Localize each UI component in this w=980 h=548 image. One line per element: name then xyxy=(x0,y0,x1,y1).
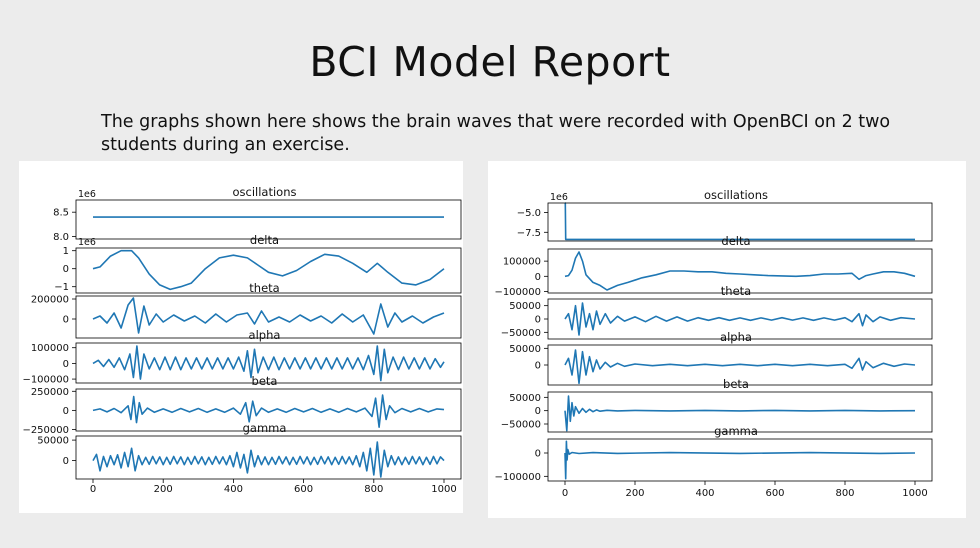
left-gamma-axes-frame xyxy=(75,435,462,480)
left-theta-series-line xyxy=(92,297,445,335)
left-theta-subplot-title: theta xyxy=(249,281,279,295)
right-beta-ytick-label: 0 xyxy=(535,406,541,417)
left-alpha-ytick-label: −100000 xyxy=(22,375,69,386)
right-theta-ytick-label: 0 xyxy=(535,315,541,326)
left-oscillations-ytick-label: 8.0 xyxy=(53,232,69,243)
right-beta-ytick-label: 50000 xyxy=(509,393,541,404)
left-beta-subplot-title: beta xyxy=(252,374,278,388)
left-gamma-ytick-label: 0 xyxy=(63,456,69,467)
right-beta-subplot-title: beta xyxy=(723,377,749,391)
figure-right: oscillations 1e6 −5.0 −7.5 delta 100000 0 −1000… xyxy=(488,161,966,518)
left-delta-subplot-title: delta xyxy=(250,233,279,247)
right-theta-series-line xyxy=(564,302,916,336)
right-oscillations-axes-frame xyxy=(547,202,933,242)
right-delta-ytick-label: −100000 xyxy=(494,287,541,298)
right-oscillations-ytick-label: −5.0 xyxy=(517,208,541,219)
right-delta-axes-frame xyxy=(547,248,933,294)
left-beta-ytick-label: 0 xyxy=(63,406,69,417)
left-delta-offset-label: 1e6 xyxy=(78,237,96,248)
left-delta-axes-frame xyxy=(75,247,462,294)
right-xtick-label: 200 xyxy=(625,488,644,499)
right-theta-subplot-title: theta xyxy=(721,284,751,298)
chart-right: oscillations1e6−5.0−7.5delta1000000−1000… xyxy=(494,188,933,499)
right-xtick-label: 1000 xyxy=(902,488,927,499)
left-alpha-series-line xyxy=(92,345,445,382)
right-gamma-ytick-label: 0 xyxy=(535,449,541,460)
slide-body-text: The graphs shown here shows the brain wa… xyxy=(101,112,891,155)
left-oscillations-subplot-title: oscillations xyxy=(232,185,296,199)
left-xtick-label: 400 xyxy=(224,484,243,495)
left-theta-axes-frame xyxy=(75,295,462,339)
right-oscillations-subplot-title: oscillations xyxy=(704,188,768,202)
right-theta-ytick-label: 50000 xyxy=(509,301,541,312)
right-alpha-series-line xyxy=(564,349,916,385)
left-beta-ytick-label: 250000 xyxy=(31,387,69,398)
left-alpha-ytick-label: 100000 xyxy=(31,343,69,354)
left-xtick-label: 1000 xyxy=(431,484,456,495)
right-beta-axes-frame xyxy=(547,391,933,433)
right-xtick-label: 0 xyxy=(562,488,568,499)
slide-title: BCI Model Report xyxy=(309,38,671,86)
left-beta-ytick-label: −250000 xyxy=(22,425,69,436)
right-alpha-ytick-label: 50000 xyxy=(509,344,541,355)
left-oscillations-ytick-label: 8.5 xyxy=(53,208,69,219)
right-delta-subplot-title: delta xyxy=(721,234,750,248)
right-oscillations-ytick-label: −7.5 xyxy=(517,228,541,239)
left-alpha-subplot-title: alpha xyxy=(249,328,281,342)
left-theta-ytick-label: 200000 xyxy=(31,295,69,306)
left-delta-ytick-label: 1 xyxy=(63,246,69,257)
left-delta-ytick-label: −1 xyxy=(54,282,69,293)
right-delta-series-line xyxy=(564,251,916,291)
right-gamma-axes-frame xyxy=(547,438,933,482)
left-xtick-label: 200 xyxy=(154,484,173,495)
left-oscillations-axes-frame xyxy=(75,199,462,240)
right-xtick-label: 400 xyxy=(695,488,714,499)
right-gamma-ytick-label: −100000 xyxy=(494,472,541,483)
right-gamma-series-line xyxy=(564,440,916,480)
right-xtick-label: 600 xyxy=(765,488,784,499)
left-xtick-label: 800 xyxy=(364,484,383,495)
left-delta-ytick-label: 0 xyxy=(63,264,69,275)
left-theta-ytick-label: 0 xyxy=(63,315,69,326)
right-beta-series-line xyxy=(564,395,916,432)
right-xtick-label: 800 xyxy=(835,488,854,499)
right-delta-ytick-label: 100000 xyxy=(503,257,541,268)
right-alpha-subplot-title: alpha xyxy=(720,330,752,344)
left-xtick-label: 0 xyxy=(90,484,96,495)
left-xtick-label: 600 xyxy=(294,484,313,495)
right-gamma-subplot-title: gamma xyxy=(714,424,758,438)
left-beta-series-line xyxy=(92,394,445,429)
left-oscillations-offset-label: 1e6 xyxy=(78,189,96,200)
left-alpha-ytick-label: 0 xyxy=(63,359,69,370)
right-delta-ytick-label: 0 xyxy=(535,272,541,283)
right-beta-ytick-label: −50000 xyxy=(501,420,541,431)
left-gamma-subplot-title: gamma xyxy=(243,421,287,435)
left-delta-series-line xyxy=(92,249,445,291)
right-oscillations-offset-label: 1e6 xyxy=(550,192,568,203)
figure-left: oscillations 1e6 8.5 8.0 delta 1e6 1 0 −1 theta 20… xyxy=(19,161,463,513)
left-gamma-ytick-label: 50000 xyxy=(37,436,69,447)
chart-left: oscillations 1e6 8.5 8.0 delta 1e6 1 0 −1 theta 20… xyxy=(22,185,462,495)
right-theta-ytick-label: −50000 xyxy=(501,328,541,339)
right-alpha-ytick-label: 0 xyxy=(535,361,541,372)
left-gamma-series-line xyxy=(92,441,445,478)
